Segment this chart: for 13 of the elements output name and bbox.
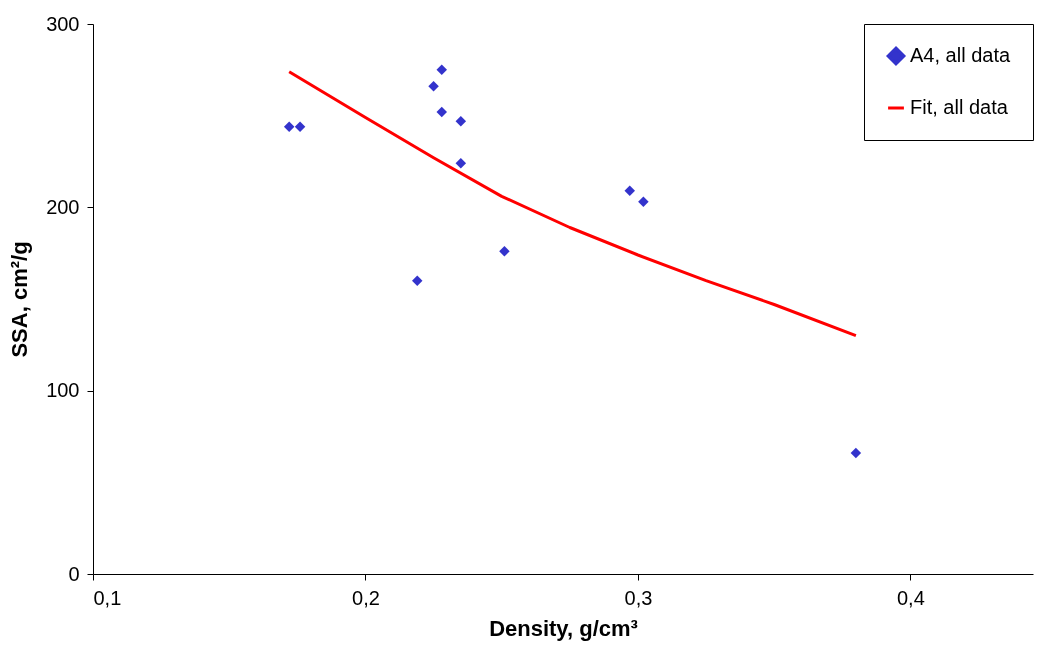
y-tick-label: 0 xyxy=(68,562,80,585)
x-tick-label: 0,2 xyxy=(352,586,380,609)
y-tick-label: 200 xyxy=(46,195,80,218)
y-tick-label: 100 xyxy=(46,379,80,402)
legend-label: A4, all data xyxy=(910,44,1011,66)
y-tick-label: 300 xyxy=(46,12,80,35)
y-axis-title: SSA, cm²/g xyxy=(7,241,33,358)
x-tick-label: 0,3 xyxy=(624,586,653,609)
legend-label: Fit, all data xyxy=(910,96,1009,118)
x-tick-label: 0,4 xyxy=(896,586,925,609)
x-axis-title: Density, g/cm³ xyxy=(489,615,638,641)
line-series xyxy=(287,70,858,338)
x-tick-label: 0,1 xyxy=(93,586,122,609)
